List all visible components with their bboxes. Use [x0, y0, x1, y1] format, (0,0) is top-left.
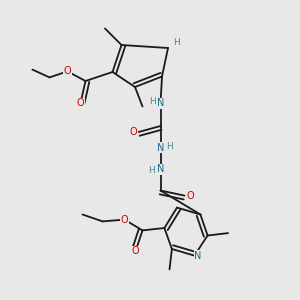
Text: O: O: [129, 127, 137, 137]
Text: O: O: [186, 190, 194, 201]
Text: H: H: [173, 38, 180, 47]
Text: O: O: [132, 246, 140, 256]
Text: N: N: [194, 250, 202, 261]
Text: N: N: [157, 98, 164, 109]
Text: N: N: [157, 142, 164, 153]
Text: H: H: [148, 166, 155, 175]
Text: O: O: [76, 98, 84, 109]
Text: H: H: [149, 98, 155, 106]
Text: O: O: [64, 66, 71, 76]
Text: H: H: [166, 142, 173, 151]
Text: N: N: [157, 164, 164, 175]
Text: O: O: [121, 214, 128, 225]
